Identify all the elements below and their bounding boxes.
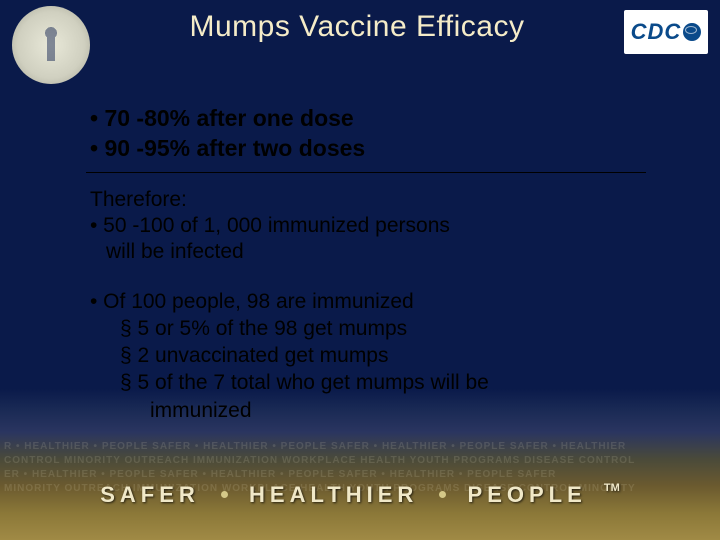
hhs-seal-logo — [12, 6, 90, 84]
header: Mumps Vaccine Efficacy CDC — [0, 0, 720, 84]
divider — [86, 172, 646, 173]
slide-title: Mumps Vaccine Efficacy — [90, 6, 624, 44]
efficacy-dose-1: • 70 -80% after one dose — [90, 104, 660, 134]
background-watermark-text: R • HEALTHIER • PEOPLE SAFER • HEALTHIER… — [0, 420, 720, 540]
efficacy-dose-2: • 90 -95% after two doses — [90, 134, 660, 164]
example-sub1: § 5 or 5% of the 98 get mumps — [90, 315, 660, 342]
example-sub3: § 5 of the 7 total who get mumps will be — [90, 369, 660, 396]
example-sub3b: immunized — [90, 397, 660, 424]
trademark: TM — [604, 482, 620, 494]
example-sub2: § 2 unvaccinated get mumps — [90, 342, 660, 369]
footer-word-safer: SAFER — [100, 482, 200, 507]
example-block: • Of 100 people, 98 are immunized § 5 or… — [90, 288, 660, 424]
footer-word-healthier: HEALTHIER — [249, 482, 418, 507]
footer-tagline: SAFER HEALTHIER PEOPLE TM — [0, 482, 720, 508]
footer-word-people: PEOPLE — [468, 482, 587, 507]
therefore-line1: • 50 -100 of 1, 000 immunized persons — [90, 213, 660, 239]
slide-content: • 70 -80% after one dose • 90 -95% after… — [90, 104, 660, 424]
example-head: • Of 100 people, 98 are immunized — [90, 288, 660, 315]
therefore-block: Therefore: • 50 -100 of 1, 000 immunized… — [90, 187, 660, 266]
globe-icon — [683, 23, 701, 41]
dot-icon — [439, 491, 446, 498]
cdc-logo: CDC — [624, 10, 708, 54]
cdc-logo-text: CDC — [631, 19, 682, 45]
dot-icon — [221, 491, 228, 498]
therefore-label: Therefore: — [90, 187, 660, 213]
therefore-line2: will be infected — [90, 239, 660, 265]
